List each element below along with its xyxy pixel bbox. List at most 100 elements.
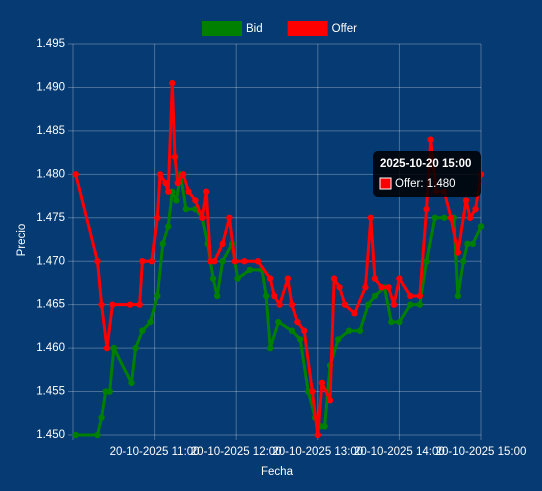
data-point <box>275 318 282 326</box>
data-point <box>171 153 179 161</box>
data-point <box>254 258 262 265</box>
data-point <box>234 275 241 282</box>
data-point <box>416 301 423 308</box>
data-point <box>185 188 192 195</box>
data-point <box>128 379 135 387</box>
series <box>72 79 485 439</box>
series <box>72 171 485 439</box>
x-tick-label: 20-10-2025 14:00 <box>354 446 445 458</box>
data-point <box>431 214 438 221</box>
tooltip-box <box>373 151 481 197</box>
y-tick-label: 1.470 <box>36 255 65 267</box>
data-point <box>199 214 206 221</box>
data-point <box>288 327 296 334</box>
y-tick-label: 1.480 <box>36 168 65 180</box>
data-point <box>106 388 113 395</box>
data-point <box>126 301 134 308</box>
data-point <box>98 301 105 308</box>
data-point <box>318 379 326 387</box>
data-point <box>464 240 471 248</box>
data-point <box>427 136 434 143</box>
data-point <box>231 258 239 265</box>
data-point <box>314 431 321 439</box>
y-tick-label: 1.495 <box>36 38 65 50</box>
data-point <box>154 214 161 221</box>
x-tick-label: 20-10-2025 12:00 <box>191 446 282 458</box>
data-point <box>351 310 358 317</box>
data-point <box>276 301 283 308</box>
legend: Bid Offer <box>202 21 357 36</box>
data-point <box>454 292 462 300</box>
data-point <box>371 292 379 300</box>
data-point <box>364 301 372 308</box>
y-tick-label: 1.465 <box>36 299 65 311</box>
data-point <box>423 258 430 265</box>
tooltip-title: 2025-10-20 15:00 <box>380 158 471 170</box>
tooltip-swatch <box>379 177 392 190</box>
legend-label: Offer <box>332 23 358 35</box>
data-point <box>385 284 392 291</box>
data-point <box>390 301 398 308</box>
data-point <box>345 327 353 334</box>
data-point <box>148 258 156 265</box>
data-point <box>226 214 233 221</box>
data-point <box>388 318 395 326</box>
data-point <box>132 344 139 352</box>
data-point <box>165 223 172 230</box>
data-point <box>454 249 462 256</box>
data-point <box>469 240 477 248</box>
tooltip: 2025-10-20 15:00 Offer: 1.480 <box>373 151 481 197</box>
data-point <box>110 344 118 352</box>
data-point <box>477 223 485 230</box>
y-axis-title: Precio <box>16 224 28 257</box>
data-point <box>288 301 296 308</box>
data-point <box>396 318 403 326</box>
x-axis-title: Fecha <box>261 466 294 478</box>
x-tick-label: 20-10-2025 11:00 <box>110 446 200 458</box>
data-point <box>246 266 253 274</box>
data-point <box>326 397 334 404</box>
data-point <box>165 188 172 195</box>
data-point <box>219 258 226 265</box>
data-point <box>371 275 379 282</box>
data-point <box>109 301 116 308</box>
data-point <box>173 197 180 204</box>
data-point <box>284 275 292 282</box>
data-point <box>154 292 161 300</box>
data-point <box>169 79 176 87</box>
data-point <box>294 318 301 326</box>
data-point <box>159 240 166 248</box>
data-point <box>72 171 79 178</box>
data-point <box>179 171 187 178</box>
y-tick-label: 1.450 <box>36 429 65 441</box>
data-point <box>162 179 169 187</box>
data-point <box>396 275 403 282</box>
y-tick-label: 1.485 <box>36 125 65 137</box>
data-point <box>271 292 278 300</box>
data-point <box>356 327 364 334</box>
data-point <box>407 301 414 308</box>
data-point <box>447 214 455 221</box>
data-point <box>296 336 304 343</box>
data-point <box>219 240 226 248</box>
data-point <box>213 292 221 300</box>
data-point <box>241 258 248 265</box>
data-point <box>94 431 101 439</box>
data-point <box>139 327 146 334</box>
data-point <box>367 214 375 221</box>
data-point <box>267 275 274 282</box>
data-point <box>72 431 79 439</box>
data-point <box>103 344 111 352</box>
x-tick-label: 20-10-2025 15:00 <box>436 446 527 458</box>
data-point <box>321 423 328 430</box>
data-point <box>472 205 479 213</box>
data-point <box>139 258 146 265</box>
data-point <box>136 301 143 308</box>
data-point <box>174 179 181 187</box>
data-point <box>309 388 316 395</box>
y-tick-label: 1.475 <box>36 212 65 224</box>
data-point <box>460 258 467 265</box>
y-tick-label: 1.460 <box>36 342 65 354</box>
data-point <box>262 292 270 300</box>
